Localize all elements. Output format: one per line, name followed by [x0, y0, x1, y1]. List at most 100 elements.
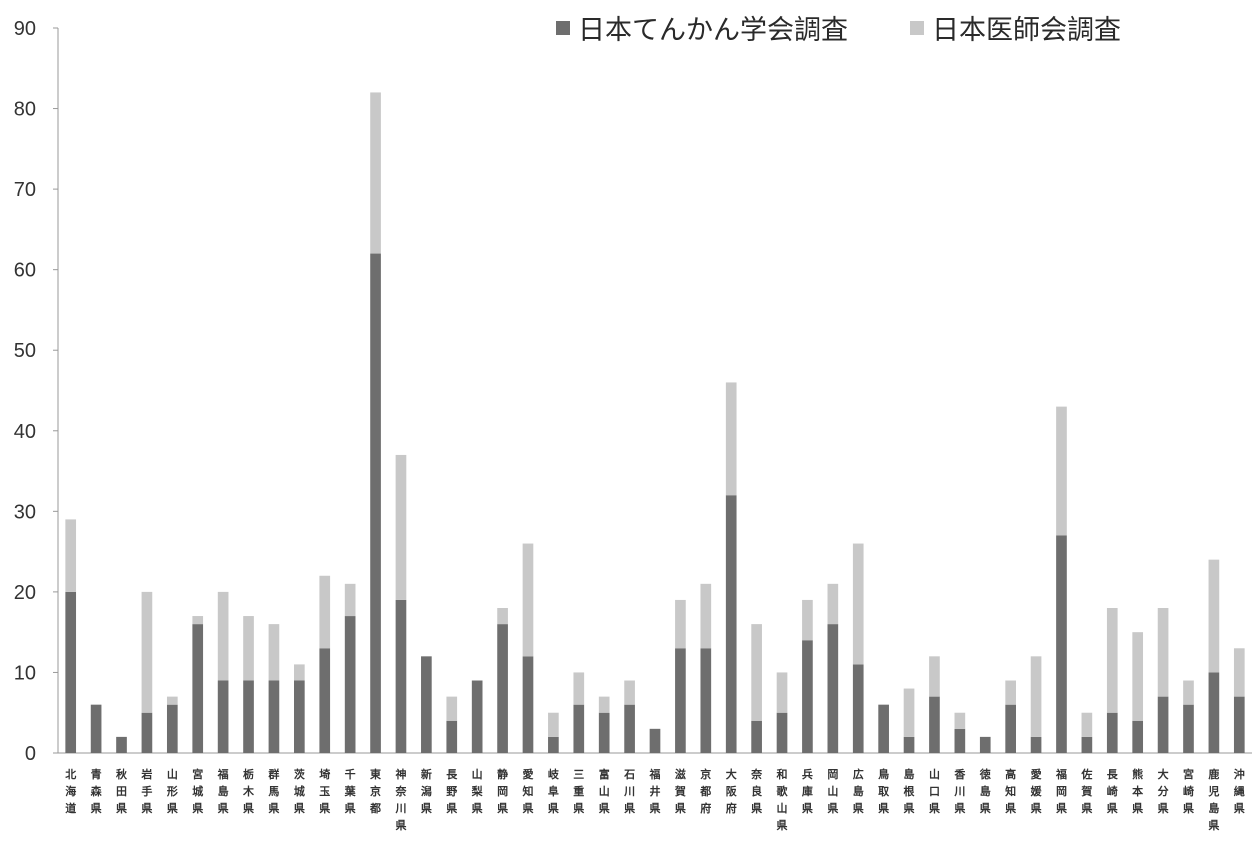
y-tick-label-70: 70 [14, 179, 36, 201]
x-tick-label-岩手県: 岩手県 [140, 767, 152, 815]
bar-1-和歌山県 [776, 712, 788, 753]
bar-2-北海道 [65, 519, 77, 592]
bar-1-鹿児島県 [1208, 672, 1220, 753]
x-tick-label-石川県: 石川県 [623, 768, 635, 815]
bar-2-福島県 [217, 591, 229, 681]
legend-swatch-series-1 [556, 20, 570, 35]
x-tick-label-山口県: 山口県 [929, 767, 940, 815]
bar-2-福岡県 [1056, 406, 1067, 536]
legend-item-series-2: 日本医師会調査 [910, 8, 1121, 47]
bar-1-香川県 [954, 728, 966, 753]
bar-1-東京都 [370, 253, 381, 754]
bar-2-茨城県 [294, 664, 305, 681]
bar-2-島根県 [903, 688, 915, 737]
y-tick-label-90: 90 [14, 18, 36, 40]
y-tick-label-50: 50 [14, 340, 36, 362]
bar-1-青森県 [90, 704, 102, 753]
bar-1-岩手県 [141, 712, 153, 753]
legend-item-series-1: 日本てんかん学会調査 [556, 8, 848, 47]
x-tick-label-大分県: 大分県 [1158, 767, 1169, 815]
x-tick-label-東京都: 東京都 [369, 767, 382, 815]
x-tick-label-山梨県: 山梨県 [471, 767, 484, 815]
x-tick-label-山形県: 山形県 [167, 767, 178, 815]
bar-1-徳島県 [979, 736, 991, 753]
bar-2-宮崎県 [1183, 680, 1194, 705]
bar-2-愛媛県 [1030, 656, 1042, 737]
bar-1-大分県 [1157, 696, 1169, 753]
x-tick-label-島根県: 島根県 [904, 767, 916, 815]
x-tick-label-熊本県: 熊本県 [1132, 767, 1143, 815]
x-tick-label-大阪府: 大阪府 [726, 767, 738, 815]
y-tick-label-40: 40 [14, 421, 36, 443]
bar-2-高知県 [1005, 680, 1016, 705]
bar-1-神奈川県 [395, 599, 407, 753]
bar-1-長野県 [446, 720, 458, 753]
bar-2-長野県 [446, 696, 458, 721]
bar-1-福井県 [649, 728, 661, 753]
x-tick-label-和歌山県: 和歌山県 [777, 767, 789, 832]
bar-2-奈良県 [751, 624, 762, 721]
bar-2-香川県 [954, 712, 966, 729]
bar-1-滋賀県 [675, 648, 686, 753]
bar-2-熊本県 [1132, 632, 1144, 721]
x-tick-label-鳥取県: 鳥取県 [878, 767, 889, 815]
x-tick-label-宮城県: 宮城県 [192, 767, 203, 815]
x-tick-label-秋田県: 秋田県 [116, 767, 128, 815]
bar-2-富山県 [598, 696, 610, 713]
bar-2-宮城県 [192, 616, 204, 625]
x-tick-label-高知県: 高知県 [1004, 767, 1016, 815]
bar-1-兵庫県 [802, 640, 813, 753]
bar-2-長崎県 [1106, 608, 1118, 713]
y-tick-label-0: 0 [25, 743, 36, 765]
x-tick-label-富山県: 富山県 [599, 767, 610, 815]
x-tick-label-茨城県: 茨城県 [294, 767, 305, 815]
bar-2-静岡県 [497, 608, 508, 625]
bar-2-和歌山県 [776, 672, 788, 713]
legend-label-series-1: 日本てんかん学会調査 [578, 15, 848, 46]
bar-1-愛知県 [522, 656, 534, 753]
bar-1-三重県 [573, 704, 585, 753]
bar-2-山口県 [929, 656, 940, 697]
x-tick-label-徳島県: 徳島県 [979, 767, 991, 815]
bar-1-岐阜県 [548, 736, 559, 753]
bar-1-栃木県 [243, 680, 254, 753]
bar-1-北海道 [65, 591, 77, 753]
y-tick-label-20: 20 [14, 582, 36, 604]
x-tick-label-長崎県: 長崎県 [1107, 768, 1119, 815]
y-tick-label-10: 10 [14, 662, 36, 684]
bar-1-鳥取県 [878, 704, 889, 753]
bar-1-埼玉県 [319, 648, 331, 753]
bar-2-愛知県 [522, 543, 534, 657]
x-tick-label-広島県: 広島県 [853, 767, 864, 815]
bar-1-宮城県 [192, 624, 204, 753]
x-tick-label-兵庫県: 兵庫県 [802, 767, 813, 815]
bar-2-東京都 [370, 92, 381, 254]
x-tick-label-岡山県: 岡山県 [827, 768, 838, 815]
legend-swatch-series-2 [910, 20, 924, 35]
y-tick-label-60: 60 [14, 260, 36, 282]
bar-2-佐賀県 [1081, 712, 1093, 737]
bar-2-埼玉県 [319, 575, 331, 649]
bar-1-群馬県 [268, 680, 280, 753]
bar-2-山形県 [166, 696, 178, 705]
bar-1-秋田県 [116, 736, 127, 753]
bar-1-千葉県 [344, 616, 356, 753]
bar-1-新潟県 [421, 656, 432, 753]
x-tick-label-宮崎県: 宮崎県 [1183, 767, 1194, 815]
bar-1-山梨県 [471, 680, 483, 753]
bar-1-広島県 [852, 664, 864, 753]
x-tick-label-埼玉県: 埼玉県 [319, 767, 330, 815]
bar-1-山口県 [929, 696, 940, 753]
bar-1-福島県 [217, 680, 229, 753]
x-tick-label-佐賀県: 佐賀県 [1080, 767, 1092, 815]
bar-2-大阪府 [725, 382, 737, 496]
bar-1-長崎県 [1106, 712, 1118, 753]
x-tick-label-福岡県: 福岡県 [1055, 767, 1067, 815]
x-tick-label-愛媛県: 愛媛県 [1030, 767, 1043, 815]
x-tick-label-香川県: 香川県 [953, 767, 966, 815]
bar-1-沖縄県 [1233, 696, 1245, 753]
bar-2-大分県 [1157, 608, 1169, 697]
bar-1-大阪府 [725, 495, 737, 753]
x-tick-label-奈良県: 奈良県 [750, 767, 763, 815]
